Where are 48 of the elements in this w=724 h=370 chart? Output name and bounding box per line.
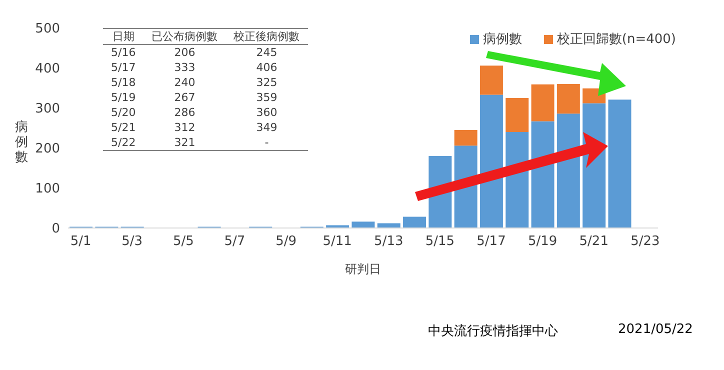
annotation: 5/16 bbox=[110, 45, 137, 60]
x-tick-label: 5/7 bbox=[224, 234, 246, 250]
annotation: 已公布病例數 bbox=[144, 28, 226, 44]
annotation: 359 bbox=[255, 90, 278, 105]
legend-label: 病例數 bbox=[482, 31, 522, 48]
y-tick-label: 400 bbox=[35, 62, 60, 77]
x-tick-label: 5/23 bbox=[630, 234, 660, 250]
y-tick-label: 500 bbox=[35, 22, 60, 37]
annotation: 5/18 bbox=[110, 75, 137, 90]
x-tick-label: 5/13 bbox=[374, 234, 404, 250]
annotation: 325 bbox=[255, 75, 278, 90]
annotation: 321 bbox=[173, 135, 196, 150]
x-tick-label: 5/3 bbox=[122, 234, 143, 250]
text: 2021/05/22 bbox=[618, 322, 693, 339]
x-axis-title: 研判日 bbox=[345, 262, 381, 276]
y-tick-label: 0 bbox=[52, 222, 60, 237]
annotation: 5/22 bbox=[110, 135, 137, 150]
annotation: 267 bbox=[173, 90, 196, 105]
annotation: 245 bbox=[255, 45, 278, 60]
annotation: 5/21 bbox=[110, 120, 137, 135]
annotation: 349 bbox=[255, 120, 278, 135]
annotation: 333 bbox=[173, 60, 196, 75]
y-tick-label: 300 bbox=[35, 102, 60, 117]
x-tick-label: 5/21 bbox=[579, 234, 608, 250]
x-tick-label: 5/19 bbox=[528, 234, 558, 250]
annotation: 日期 bbox=[103, 28, 144, 44]
y-axis-title: 病例數 bbox=[14, 120, 29, 165]
x-tick-label: 5/17 bbox=[476, 234, 506, 250]
annotation: 206 bbox=[173, 45, 196, 60]
annotation: 240 bbox=[173, 75, 196, 90]
annotation: 5/20 bbox=[110, 105, 137, 120]
text: 中央流行疫情指揮中心 bbox=[428, 323, 558, 340]
annotation: 406 bbox=[255, 60, 278, 75]
legend-label: 校正回歸數(n=400) bbox=[556, 31, 676, 48]
x-tick-label: 5/1 bbox=[70, 234, 92, 250]
y-tick-label: 200 bbox=[35, 142, 60, 157]
y-tick-label: 100 bbox=[35, 182, 60, 197]
annotation: 5/19 bbox=[110, 90, 137, 105]
x-tick-label: 5/15 bbox=[425, 234, 455, 250]
annotation: 312 bbox=[173, 120, 196, 135]
x-tick-label: 5/9 bbox=[276, 234, 297, 250]
x-tick-label: 5/11 bbox=[322, 234, 352, 250]
annotation: 校正後病例數 bbox=[226, 28, 308, 44]
annotation: 360 bbox=[255, 105, 278, 120]
annotation: 5/17 bbox=[110, 60, 137, 75]
annotation: 286 bbox=[173, 105, 196, 120]
x-tick-label: 5/5 bbox=[172, 234, 194, 250]
annotation: - bbox=[264, 135, 270, 150]
